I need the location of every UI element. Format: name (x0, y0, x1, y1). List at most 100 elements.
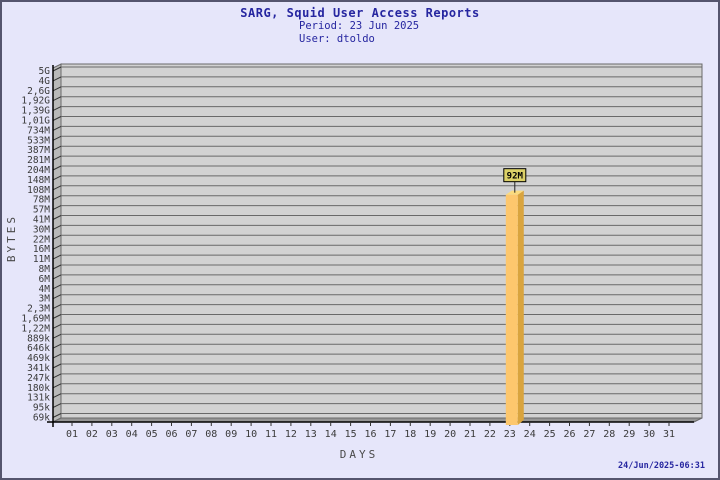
y-tick-label: 1,01G (21, 116, 50, 127)
y-tick-label: 11M (33, 254, 50, 265)
y-tick-connector (52, 393, 62, 399)
x-tick-label: 13 (305, 429, 317, 440)
y-tick-label: 5G (39, 66, 51, 77)
y-tick-label: 30M (33, 224, 50, 235)
y-tick-label: 247k (27, 373, 50, 384)
y-tick-connector (52, 86, 62, 92)
x-tick-label: 28 (603, 429, 615, 440)
x-tick-label: 11 (265, 429, 277, 440)
x-tick-label: 21 (464, 429, 476, 440)
y-tick-label: 734M (27, 125, 50, 136)
plot-left-wall (52, 63, 62, 423)
x-tick-label: 03 (106, 429, 118, 440)
x-tick-label: 05 (146, 429, 158, 440)
y-tick-connector (52, 333, 62, 339)
x-tick-label: 24 (524, 429, 536, 440)
y-tick-connector (52, 244, 62, 250)
y-tick-label: 281M (27, 155, 50, 166)
x-tick-label: 19 (424, 429, 436, 440)
x-tick-label: 30 (643, 429, 655, 440)
x-tick-label: 08 (205, 429, 217, 440)
y-tick-label: 1,92G (21, 96, 50, 107)
y-tick-label: 78M (33, 195, 50, 206)
y-tick-connector (52, 363, 62, 369)
bar-value-box (503, 168, 527, 183)
y-tick-connector (52, 165, 62, 171)
y-tick-label: 4G (39, 76, 51, 87)
y-tick-connector (52, 106, 62, 112)
x-tick-label: 17 (384, 429, 396, 440)
x-tick-label: 04 (126, 429, 138, 440)
x-tick-label: 10 (245, 429, 257, 440)
y-tick-label: 3M (39, 294, 51, 305)
x-tick-label: 06 (165, 429, 177, 440)
y-tick-connector (52, 413, 62, 418)
y-tick-label: 4M (39, 284, 51, 295)
y-tick-label: 22M (33, 234, 50, 245)
y-tick-connector (52, 96, 62, 102)
y-tick-label: 889k (27, 333, 50, 344)
plot-back-plane (60, 63, 703, 419)
x-tick-label: 25 (544, 429, 556, 440)
y-tick-label: 8M (39, 264, 51, 275)
y-tick-label: 148M (27, 175, 50, 186)
y-tick-connector (52, 224, 62, 230)
y-tick-label: 108M (27, 185, 50, 196)
y-tick-connector (52, 145, 62, 151)
y-tick-connector (52, 403, 62, 409)
y-tick-label: 57M (33, 205, 50, 216)
y-tick-connector (52, 185, 62, 191)
x-tick-label: 02 (86, 429, 98, 440)
y-tick-label: 646k (27, 343, 50, 354)
x-tick-label: 26 (563, 429, 575, 440)
x-tick-label: 07 (185, 429, 197, 440)
x-tick-label: 09 (225, 429, 237, 440)
y-tick-label: 2,6G (27, 86, 50, 97)
y-tick-connector (52, 323, 62, 329)
x-tick-label: 20 (444, 429, 456, 440)
x-tick-label: 31 (663, 429, 675, 440)
y-tick-label: 41M (33, 215, 50, 226)
y-tick-label: 469k (27, 353, 50, 364)
y-tick-label: 341k (27, 363, 50, 374)
y-tick-label: 1,39G (21, 106, 50, 117)
y-tick-label: 533M (27, 135, 50, 146)
y-tick-label: 131k (27, 393, 50, 404)
y-tick-connector (52, 274, 62, 280)
y-tick-label: 204M (27, 165, 50, 176)
x-tick-label: 27 (583, 429, 595, 440)
chart-user: User: dtoldo (299, 33, 375, 45)
y-tick-connector (52, 294, 62, 300)
y-tick-label: 180k (27, 383, 50, 394)
y-tick-label: 69k (33, 413, 50, 424)
y-tick-connector (52, 215, 62, 220)
y-tick-connector (52, 284, 62, 290)
x-tick-label: 12 (285, 429, 297, 440)
y-tick-label: 95k (33, 403, 50, 414)
bar-value-label: 92M (507, 172, 524, 182)
y-tick-connector (52, 135, 62, 141)
x-axis-title: DAYS (339, 448, 379, 461)
x-tick-label: 29 (623, 429, 635, 440)
x-tick-label: 01 (66, 429, 78, 440)
y-tick-connector (52, 195, 62, 201)
x-tick-label: 23 (504, 429, 516, 440)
y-tick-connector (52, 125, 62, 131)
y-tick-label: 1,69M (21, 314, 50, 325)
x-tick-label: 18 (404, 429, 416, 440)
x-tick-label: 14 (325, 429, 337, 440)
y-tick-connector (52, 304, 62, 310)
y-tick-label: 16M (33, 244, 50, 255)
y-tick-connector (52, 175, 62, 181)
x-tick-label: 16 (364, 429, 376, 440)
chart-title: SARG, Squid User Access Reports (240, 6, 480, 20)
y-tick-connector (52, 343, 62, 349)
y-tick-connector (52, 314, 62, 319)
y-tick-label: 387M (27, 145, 50, 156)
y-tick-label: 6M (39, 274, 51, 285)
y-tick-connector (52, 66, 62, 72)
x-tick-label: 22 (484, 429, 496, 440)
generation-timestamp: 24/Jun/2025-06:31 (618, 461, 705, 471)
